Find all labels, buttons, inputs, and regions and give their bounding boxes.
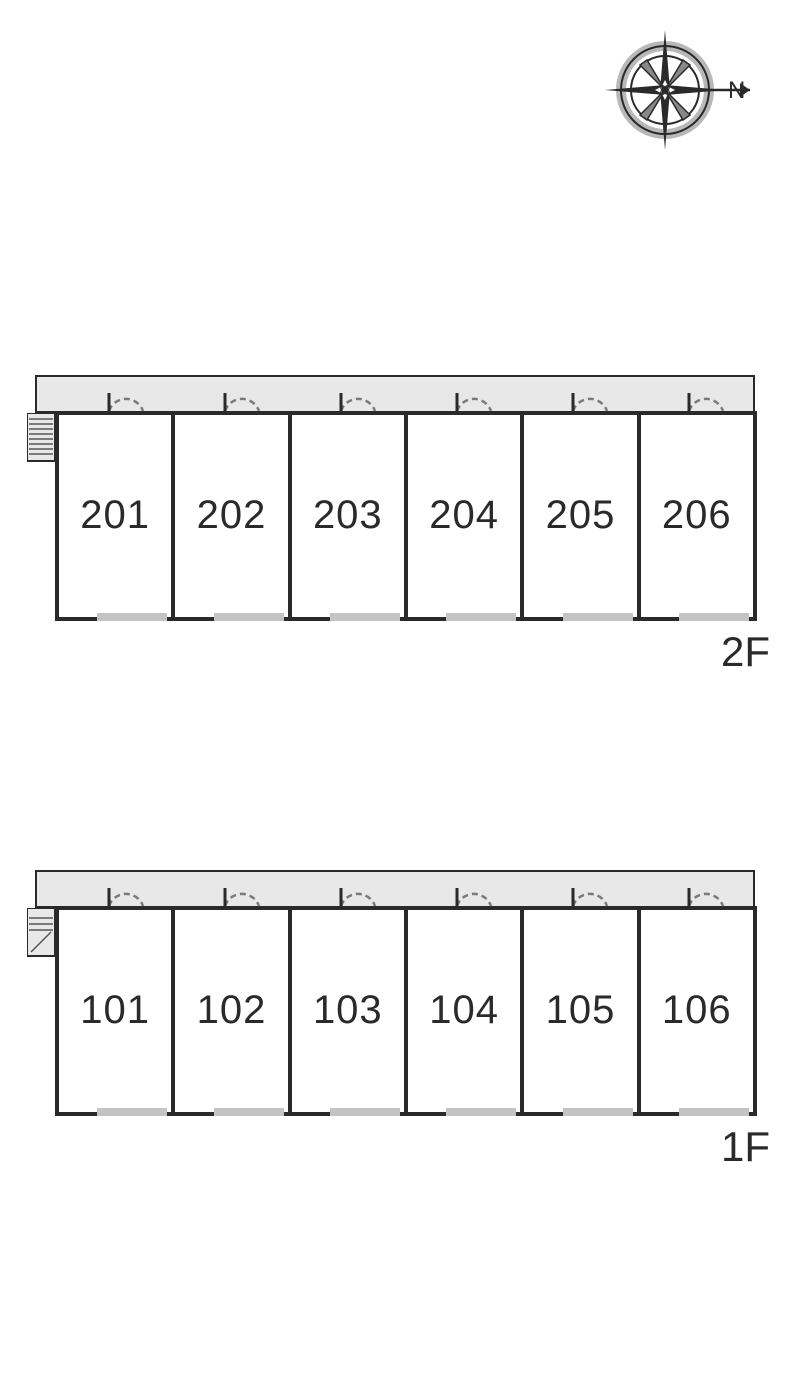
- window-mark: [679, 613, 749, 621]
- door-icon: [107, 389, 145, 411]
- unit-202: 202: [175, 415, 291, 617]
- door-icon: [455, 389, 493, 411]
- window-mark: [97, 1108, 167, 1116]
- door-icon: [223, 389, 261, 411]
- window-mark: [679, 1108, 749, 1116]
- corridor-2f: [35, 375, 755, 413]
- unit-205: 205: [524, 415, 640, 617]
- window-mark: [214, 1108, 284, 1116]
- window-mark: [214, 613, 284, 621]
- floor-plan-1f: 101 102 103 104 105 106: [30, 870, 770, 1116]
- units-row-1f: 101 102 103 104 105 106: [55, 906, 757, 1116]
- unit-label: 101: [80, 988, 150, 1033]
- door-icon: [571, 389, 609, 411]
- unit-label: 106: [662, 988, 732, 1033]
- stairs-icon: [27, 413, 57, 463]
- unit-label: 103: [313, 988, 383, 1033]
- unit-label: 206: [662, 493, 732, 538]
- unit-label: 204: [429, 493, 499, 538]
- unit-label: 205: [546, 493, 616, 538]
- unit-204: 204: [408, 415, 524, 617]
- window-mark: [563, 613, 633, 621]
- door-icon: [687, 884, 725, 906]
- door-icon: [687, 389, 725, 411]
- door-icon: [571, 884, 609, 906]
- compass-svg: N: [600, 20, 760, 160]
- floor-plan-2f: 201 202 203 204 205 206: [30, 375, 770, 621]
- unit-105: 105: [524, 910, 640, 1112]
- units-row-2f: 201 202 203 204 205 206: [55, 411, 757, 621]
- door-icon: [455, 884, 493, 906]
- unit-201: 201: [59, 415, 175, 617]
- unit-106: 106: [641, 910, 753, 1112]
- unit-101: 101: [59, 910, 175, 1112]
- compass-rose: N: [600, 20, 760, 165]
- window-mark: [330, 613, 400, 621]
- unit-203: 203: [292, 415, 408, 617]
- unit-label: 203: [313, 493, 383, 538]
- door-icon: [107, 884, 145, 906]
- door-icon: [223, 884, 261, 906]
- stairs-icon: [27, 908, 57, 958]
- unit-label: 102: [197, 988, 267, 1033]
- unit-103: 103: [292, 910, 408, 1112]
- window-mark: [330, 1108, 400, 1116]
- floor-label-2f: 2F: [721, 628, 770, 676]
- window-mark: [446, 613, 516, 621]
- corridor-1f: [35, 870, 755, 908]
- door-icon: [339, 884, 377, 906]
- window-mark: [97, 613, 167, 621]
- window-mark: [563, 1108, 633, 1116]
- unit-102: 102: [175, 910, 291, 1112]
- floor-label-1f: 1F: [721, 1123, 770, 1171]
- unit-label: 104: [429, 988, 499, 1033]
- unit-206: 206: [641, 415, 753, 617]
- unit-label: 105: [546, 988, 616, 1033]
- unit-label: 201: [80, 493, 150, 538]
- unit-label: 202: [197, 493, 267, 538]
- window-mark: [446, 1108, 516, 1116]
- door-icon: [339, 389, 377, 411]
- unit-104: 104: [408, 910, 524, 1112]
